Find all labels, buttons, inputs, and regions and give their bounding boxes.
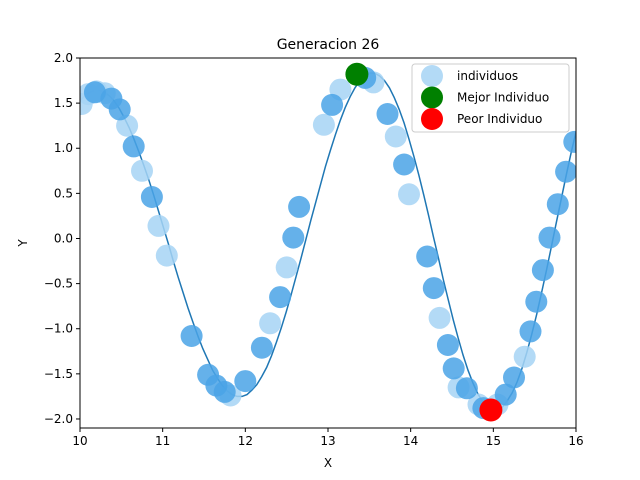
y-tick-label: 2.0 bbox=[54, 51, 73, 65]
data-point-individuos bbox=[288, 195, 311, 218]
y-tick-label: −1.5 bbox=[44, 367, 73, 381]
x-tick-label: 16 bbox=[568, 434, 583, 448]
data-point-individuos bbox=[312, 113, 335, 136]
y-tick-label: −0.5 bbox=[44, 277, 73, 291]
data-point-individuos bbox=[147, 214, 170, 237]
chart-title: Generacion 26 bbox=[277, 37, 380, 53]
x-axis-label: X bbox=[324, 456, 332, 470]
legend: individuos Mejor Individuo Peor Individuo bbox=[411, 63, 570, 133]
y-tick-label: −2.0 bbox=[44, 412, 73, 426]
points-layer bbox=[80, 62, 576, 422]
y-tick-label: 1.5 bbox=[54, 96, 73, 110]
data-point-individuos bbox=[513, 345, 536, 368]
x-tick-label: 10 bbox=[72, 434, 87, 448]
data-point-individuos bbox=[546, 193, 569, 216]
x-tick-label: 13 bbox=[320, 434, 335, 448]
legend-box bbox=[411, 63, 570, 133]
data-point-individuos bbox=[131, 159, 153, 182]
data-point-individuos bbox=[269, 286, 292, 309]
data-point-individuos bbox=[250, 336, 273, 359]
y-axis-label: Y bbox=[16, 239, 30, 248]
data-point-individuos bbox=[538, 226, 561, 249]
data-point-individuos bbox=[422, 277, 445, 300]
data-point-individuos bbox=[376, 103, 399, 125]
data-point-individuos bbox=[384, 125, 407, 148]
data-point-individuos bbox=[213, 380, 236, 403]
legend-label: individuos bbox=[457, 69, 518, 83]
data-point-individuos bbox=[455, 377, 478, 400]
legend-label: Mejor Individuo bbox=[457, 91, 549, 105]
x-axis: 10 11 12 13 14 15 16 bbox=[72, 428, 584, 448]
data-point-individuos bbox=[234, 370, 257, 393]
legend-marker bbox=[421, 86, 443, 109]
data-point-individuos bbox=[155, 244, 178, 267]
data-point-individuos bbox=[503, 366, 525, 389]
data-point-mejor-individuo bbox=[345, 62, 369, 86]
legend-marker bbox=[421, 65, 443, 87]
data-point-individuos bbox=[321, 93, 344, 116]
plot-area bbox=[80, 62, 576, 422]
y-tick-label: 1.0 bbox=[54, 141, 73, 155]
data-point-individuos bbox=[180, 325, 203, 347]
data-point-individuos bbox=[525, 290, 548, 313]
data-point-individuos bbox=[519, 320, 542, 343]
data-point-individuos bbox=[83, 81, 106, 104]
data-point-individuos bbox=[563, 130, 576, 153]
data-point-individuos bbox=[275, 256, 298, 279]
x-tick-label: 12 bbox=[238, 434, 253, 448]
data-point-individuos bbox=[122, 135, 145, 158]
x-tick-label: 11 bbox=[155, 434, 170, 448]
data-point-individuos bbox=[108, 98, 131, 121]
x-tick-label: 15 bbox=[486, 434, 501, 448]
data-point-individuos bbox=[555, 160, 576, 183]
y-axis: 2.0 1.5 1.0 0.5 0.0 −0.5 −1.0 −1.5 −2.0 bbox=[44, 51, 80, 426]
data-point-individuos bbox=[442, 357, 465, 380]
data-point-peor-individuo bbox=[479, 398, 503, 422]
data-point-individuos bbox=[259, 312, 282, 335]
y-tick-label: 0.0 bbox=[54, 231, 73, 245]
data-point-individuos bbox=[140, 186, 163, 208]
x-tick-label: 14 bbox=[403, 434, 418, 448]
data-point-individuos bbox=[393, 153, 416, 176]
y-tick-label: 0.5 bbox=[54, 186, 73, 200]
data-point-individuos bbox=[282, 226, 305, 249]
data-point-individuos bbox=[494, 383, 517, 406]
legend-marker bbox=[421, 108, 443, 130]
legend-label: Peor Individuo bbox=[457, 112, 542, 126]
data-point-individuos bbox=[531, 259, 554, 282]
data-point-individuos bbox=[416, 245, 439, 268]
data-point-individuos bbox=[436, 334, 459, 356]
y-tick-label: −1.0 bbox=[44, 322, 73, 336]
data-point-individuos bbox=[428, 306, 451, 329]
data-point-individuos bbox=[398, 183, 420, 206]
